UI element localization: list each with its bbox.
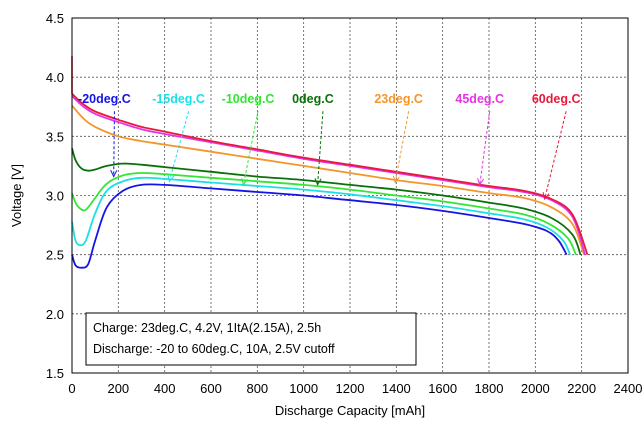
x-tick-label: 200 <box>107 381 129 396</box>
label-leaders <box>110 111 567 201</box>
x-tick-label: 1200 <box>336 381 365 396</box>
x-tick-label: 1600 <box>428 381 457 396</box>
x-tick-label: 800 <box>246 381 268 396</box>
series-line-45deg-c <box>71 95 586 255</box>
series-label-45deg-c: 45deg.C <box>455 92 504 106</box>
series-label-0deg-c: 0deg.C <box>292 92 334 106</box>
x-tick-label: 400 <box>154 381 176 396</box>
series-line-15deg-c <box>71 176 571 256</box>
y-tick-label: 2.5 <box>46 248 64 263</box>
condition-note-line: Discharge: -20 to 60deg.C, 10A, 2.5V cut… <box>93 342 335 356</box>
plot-frame <box>71 17 629 374</box>
leader-arrow-45deg-c <box>477 178 485 187</box>
x-tick-labels: 0 200 400 600 800 1000 1200 1400 1600 1800 2000 220… <box>68 381 642 396</box>
leader-arrow-15deg-c <box>167 174 175 183</box>
leader-line-0deg-c <box>317 111 324 185</box>
y-axis-label: Voltage [V] <box>9 164 24 227</box>
series-lines <box>71 55 589 269</box>
series-label-20deg-c: -20deg.C <box>78 92 131 106</box>
leader-line-45deg-c <box>479 111 491 185</box>
y-tick-label: 4.0 <box>46 70 64 85</box>
leader-arrow-20deg-c <box>110 169 118 178</box>
series-line-23deg-c <box>71 104 585 256</box>
y-tick-label: 2.0 <box>46 307 64 322</box>
x-tick-label: 600 <box>200 381 222 396</box>
x-axis-label: Discharge Capacity [mAh] <box>275 403 425 418</box>
x-tick-label: 1400 <box>382 381 411 396</box>
series-label-23deg-c: 23deg.C <box>374 92 423 106</box>
x-tick-label: 2200 <box>567 381 596 396</box>
series-label-15deg-c: -15deg.C <box>152 92 205 106</box>
y-tick-label: 4.5 <box>46 11 64 26</box>
leader-line-15deg-c <box>168 111 190 182</box>
series-labels: -20deg.C -15deg.C -10deg.C 0deg.C 23deg.C 45d… <box>78 92 580 106</box>
series-label-10deg-c: -10deg.C <box>222 92 275 106</box>
y-tick-labels: 1.5 2.0 2.5 3.0 3.5 4.0 4.5 <box>46 11 64 381</box>
x-tick-label: 1800 <box>475 381 504 396</box>
y-tick-label: 3.5 <box>46 129 64 144</box>
series-line-10deg-c <box>71 172 577 256</box>
leader-arrow-23deg-c <box>392 175 400 184</box>
series-line-60deg-c <box>71 93 589 256</box>
series-line-0deg-c <box>71 147 582 256</box>
y-tick-label: 3.0 <box>46 189 64 204</box>
leader-arrow-60deg-c <box>542 192 550 201</box>
leader-line-23deg-c <box>394 111 410 183</box>
x-tick-label: 2400 <box>614 381 643 396</box>
x-tick-label: 1000 <box>289 381 318 396</box>
y-tick-label: 1.5 <box>46 366 64 381</box>
x-tick-label: 0 <box>68 381 75 396</box>
condition-note-line: Charge: 23deg.C, 4.2V, 1ItA(2.15A), 2.5h <box>93 321 321 335</box>
leader-line-60deg-c <box>544 111 567 200</box>
leader-line-10deg-c <box>242 111 259 185</box>
leader-arrow-0deg-c <box>314 178 322 187</box>
x-tick-label: 2000 <box>521 381 550 396</box>
condition-note-box <box>85 312 417 366</box>
condition-note: Charge: 23deg.C, 4.2V, 1ItA(2.15A), 2.5h… <box>85 312 417 366</box>
series-label-60deg-c: 60deg.C <box>532 92 581 106</box>
leader-line-20deg-c <box>113 111 115 177</box>
series-line-20deg-c <box>71 183 568 269</box>
leader-arrow-10deg-c <box>241 177 249 187</box>
